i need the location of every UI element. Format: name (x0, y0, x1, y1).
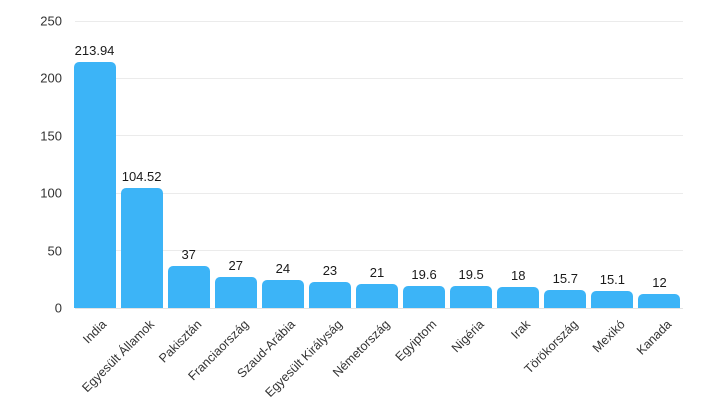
x-axis-category-label: Irak (508, 317, 534, 342)
y-axis-tick-label: 200 (40, 70, 62, 86)
bar-Pakisztán[interactable] (167, 265, 210, 308)
bar-value-label: 19.6 (411, 266, 437, 282)
y-axis-tick-label: 100 (40, 185, 62, 201)
gridline (75, 135, 683, 137)
bar-value-label: 27 (228, 258, 243, 274)
bar-value-label: 18 (510, 268, 526, 284)
x-axis-category-label: Mexikó (589, 317, 628, 356)
bar-value-label: 23 (322, 262, 338, 278)
x-axis: India Egyesült Államok Pakisztán Franciaors… (71, 308, 683, 408)
y-axis-tick-label: 50 (47, 243, 62, 259)
bar-India[interactable] (73, 62, 116, 308)
gridline (75, 250, 683, 252)
bar-value-label: 37 (181, 246, 196, 262)
y-axis-tick-label: 150 (40, 128, 62, 144)
bar-Németország[interactable] (356, 283, 398, 308)
bar-value-label: 213.94 (74, 43, 115, 59)
y-axis-tick-label: 250 (40, 13, 62, 29)
gridline (75, 20, 683, 22)
gridline (75, 192, 683, 194)
bar-Szaud-Arábia[interactable] (261, 280, 304, 308)
x-axis-category-label: Nigéria (448, 317, 487, 356)
x-axis-category-label: Egyiptom (392, 317, 440, 365)
gridline (75, 77, 683, 79)
bar-Egyesült Államok[interactable] (120, 188, 163, 308)
bar-Franciaország[interactable] (214, 277, 257, 308)
bar-Irak[interactable] (497, 287, 540, 308)
bar-Egyesült Királyság[interactable] (308, 281, 351, 308)
x-axis-category-label: Kanada (634, 317, 675, 358)
bar-value-label: 12 (652, 275, 667, 291)
x-axis-category-label: India (80, 317, 110, 347)
bar-Kanada[interactable] (638, 294, 681, 308)
bar-value-label: 19.5 (458, 266, 484, 282)
bar-value-label: 15.7 (552, 270, 578, 286)
x-axis-category-label: Pakisztán (155, 317, 204, 366)
bar-value-label: 15.1 (599, 271, 626, 287)
bar-value-label: 24 (275, 261, 291, 277)
bar-Törökország[interactable] (544, 289, 587, 308)
bar-Egyiptom[interactable] (403, 285, 446, 308)
bar-value-label: 21 (369, 264, 385, 280)
plot-area: 0 50 100 150 200 250 India Egyesült Államok Paki… (40, 15, 683, 400)
bar-Nigéria[interactable] (450, 285, 493, 308)
bar-Mexikó[interactable] (591, 290, 634, 308)
y-axis-tick-label: 0 (54, 300, 62, 316)
bar-value-label: 104.52 (121, 169, 162, 185)
gridline (75, 307, 683, 309)
